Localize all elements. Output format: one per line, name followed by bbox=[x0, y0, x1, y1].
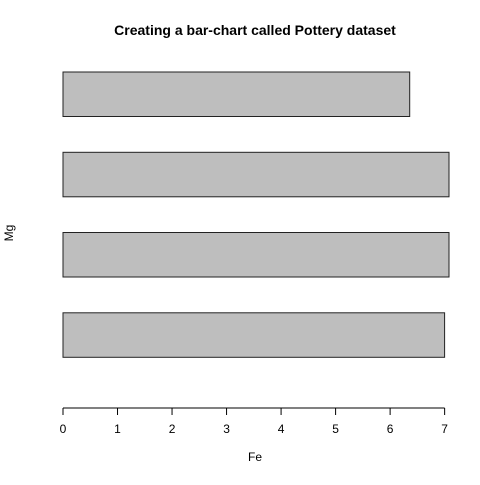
x-tick-label-5: 5 bbox=[332, 422, 339, 436]
x-tick-label-3: 3 bbox=[223, 422, 230, 436]
bar-4 bbox=[63, 72, 410, 117]
x-tick-label-4: 4 bbox=[278, 422, 285, 436]
x-tick-label-0: 0 bbox=[60, 422, 67, 436]
bar-3 bbox=[63, 152, 449, 197]
x-tick-label-1: 1 bbox=[114, 422, 121, 436]
x-tick-label-6: 6 bbox=[387, 422, 394, 436]
x-axis-label: Fe bbox=[248, 450, 262, 464]
bars-group bbox=[63, 72, 449, 357]
x-tick-label-7: 7 bbox=[441, 422, 448, 436]
chart-title: Creating a bar-chart called Pottery data… bbox=[114, 22, 396, 38]
x-axis: 0 1 2 3 4 5 6 7 bbox=[60, 408, 449, 436]
x-tick-label-2: 2 bbox=[169, 422, 176, 436]
bar-1 bbox=[63, 313, 445, 358]
bar-2 bbox=[63, 233, 449, 278]
y-axis-label: Mg bbox=[2, 225, 16, 242]
